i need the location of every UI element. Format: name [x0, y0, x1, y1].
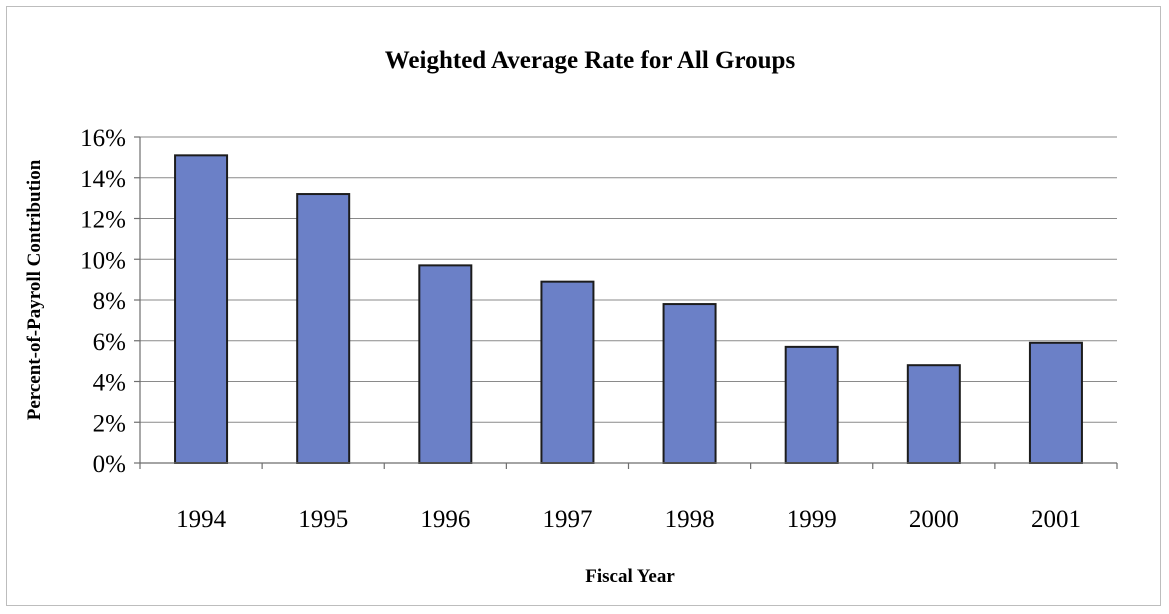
- bar: [906, 364, 961, 465]
- chart-title: Weighted Average Rate for All Groups: [385, 47, 796, 74]
- bar: [662, 303, 717, 465]
- x-tick-label: 1996: [420, 506, 470, 533]
- y-tick-label: 4%: [93, 370, 126, 397]
- bar: [418, 264, 473, 464]
- y-tick-label: 0%: [93, 451, 126, 478]
- bar: [174, 154, 229, 464]
- y-tick-label: 12%: [80, 207, 126, 234]
- tick-labels: 0% 2% 4% 6% 8% 10% 12% 14% 16% 1994 1995 1996 1997 19…: [80, 125, 1081, 533]
- x-tick-label: 1994: [176, 506, 227, 533]
- y-tick-label: 2%: [93, 410, 126, 437]
- y-axis-label: Percent-of-Payroll Contribution: [24, 159, 45, 420]
- y-tick-label: 14%: [80, 166, 126, 193]
- x-tick-label: 1995: [298, 506, 348, 533]
- y-tick-label: 6%: [93, 329, 126, 356]
- axes: [134, 136, 1118, 469]
- x-tick-label: 1999: [787, 506, 837, 533]
- bars: [174, 154, 1083, 465]
- y-tick-label: 10%: [80, 247, 126, 274]
- y-tick-label: 16%: [80, 125, 126, 152]
- bar: [784, 345, 839, 464]
- bar: [540, 280, 595, 464]
- x-tick-label: 2001: [1031, 506, 1081, 533]
- bar: [296, 193, 351, 465]
- y-tick-label: 8%: [93, 288, 126, 315]
- x-tick-label: 1998: [665, 506, 715, 533]
- x-axis-label: Fiscal Year: [585, 566, 675, 587]
- x-tick-label: 2000: [909, 506, 959, 533]
- x-tick-label: 1997: [542, 506, 592, 533]
- gridlines: [140, 136, 1117, 423]
- bar: [1028, 341, 1083, 465]
